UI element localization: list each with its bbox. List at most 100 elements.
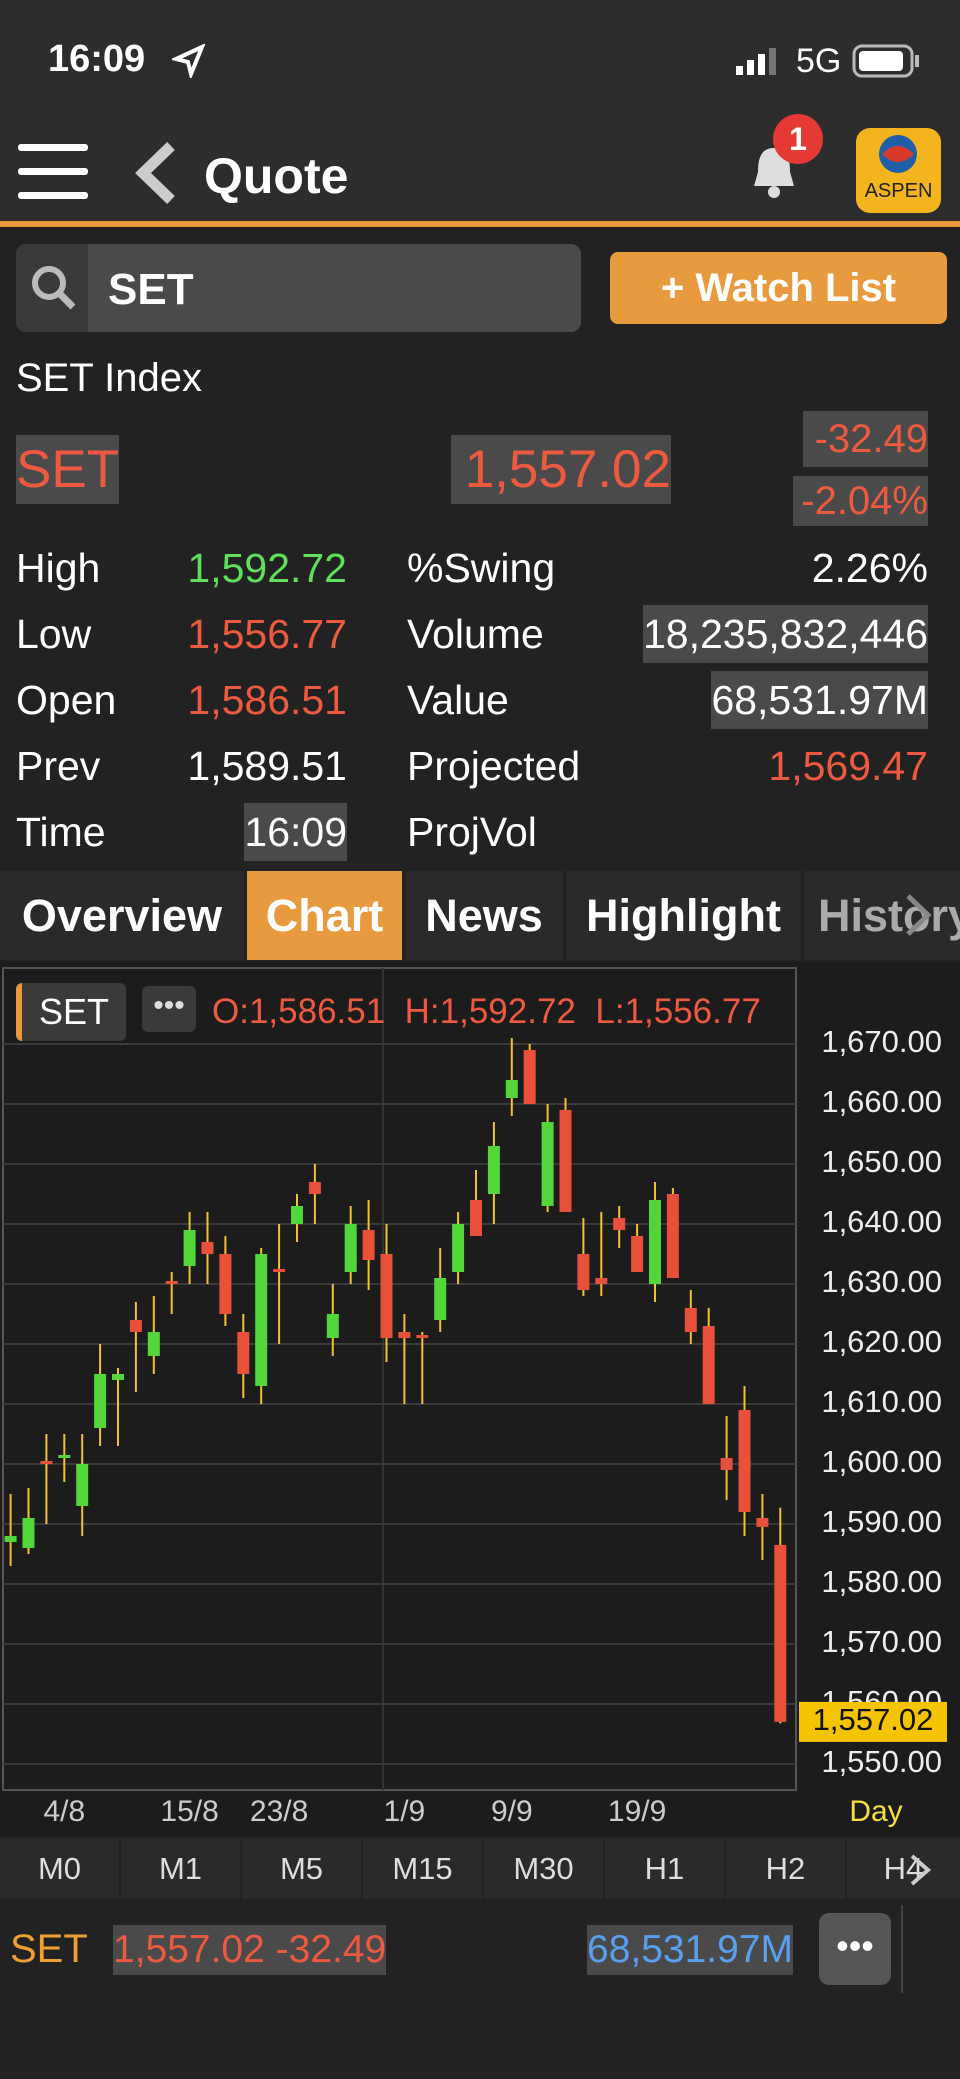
y-tick-label: 1,670.00	[821, 1024, 942, 1059]
tab[interactable]: Highlight	[566, 871, 801, 960]
candle-body	[219, 1254, 232, 1314]
candle-body	[595, 1278, 608, 1284]
candle-body	[4, 1536, 17, 1542]
clock: 16:09	[48, 38, 146, 80]
location-icon	[172, 44, 206, 78]
interval[interactable]: H4	[847, 1839, 960, 1899]
candle-body	[720, 1458, 733, 1470]
index-name: SET Index	[16, 356, 203, 400]
candle-body	[76, 1464, 89, 1506]
ticker-divider	[901, 1905, 903, 1993]
stat-label: High	[16, 545, 101, 591]
tab[interactable]: News	[405, 871, 563, 960]
change: -32.49	[802, 411, 928, 467]
battery-icon	[852, 44, 919, 78]
watch-list-button[interactable]: + Watch List	[610, 252, 947, 324]
interval[interactable]: M15	[363, 1839, 482, 1899]
last-price-box	[799, 1701, 947, 1742]
search-query: SET	[108, 265, 194, 314]
y-tick-label: 1,600.00	[821, 1444, 942, 1479]
intervals-more[interactable]	[906, 1852, 936, 1888]
stat-label: Time	[16, 809, 106, 855]
chart-menu[interactable]: •••	[142, 986, 196, 1032]
candle-body	[452, 1224, 465, 1272]
ticker-value: 68,531.97M	[587, 1925, 793, 1975]
period-label: Day	[849, 1795, 902, 1828]
menu-button[interactable]	[18, 142, 90, 202]
candle-body	[165, 1281, 178, 1284]
candle-body	[22, 1518, 35, 1548]
candle-body	[398, 1332, 411, 1338]
candle-body	[684, 1308, 697, 1332]
interval[interactable]: M0	[0, 1839, 119, 1899]
x-tick-label: 23/8	[250, 1795, 308, 1828]
tab[interactable]: History	[804, 871, 960, 960]
x-tick-label: 9/9	[491, 1795, 533, 1828]
logo-text: ASPEN	[864, 180, 933, 202]
stat-value: 1,586.51	[187, 677, 347, 723]
x-tick-label: 4/8	[43, 1795, 85, 1828]
candle-body	[649, 1200, 661, 1284]
search-box[interactable]	[16, 244, 581, 332]
symbol: SET	[16, 435, 120, 504]
candle-body	[112, 1374, 124, 1380]
tab-active[interactable]: Chart	[247, 871, 402, 960]
page-title: Quote	[204, 148, 349, 204]
ticker-menu[interactable]: •••	[819, 1913, 891, 1985]
ohlc-low: L:1,556.77	[595, 992, 761, 1031]
last-price: 1,557.02	[451, 435, 671, 504]
chart-symbol[interactable]: SET	[16, 983, 126, 1041]
y-tick-label: 1,580.00	[821, 1564, 942, 1599]
stat-value: 68,531.97M	[711, 671, 928, 729]
candle-body	[774, 1544, 787, 1722]
y-tick-label: 1,650.00	[821, 1144, 942, 1179]
stat-label: Low	[16, 611, 92, 657]
ohlc-open: O:1,586.51	[212, 992, 386, 1031]
candle-body	[40, 1461, 53, 1464]
candle-body	[273, 1269, 286, 1272]
stat-label: Volume	[407, 611, 544, 657]
interval[interactable]: M30	[484, 1839, 603, 1899]
x-tick-label: 15/8	[160, 1795, 218, 1828]
tab[interactable]: Overview	[0, 871, 244, 960]
stat-label: Projected	[407, 743, 581, 789]
ohlc-high: H:1,592.72	[404, 992, 576, 1031]
candle-body	[577, 1254, 590, 1290]
logo-globe	[879, 135, 917, 173]
candle-body	[702, 1326, 715, 1404]
candle-body	[344, 1224, 357, 1272]
stat-label: %Swing	[407, 545, 556, 591]
candle-body	[666, 1194, 679, 1278]
chart-background	[0, 962, 960, 1836]
candle-body	[487, 1146, 500, 1194]
interval[interactable]: H2	[726, 1839, 845, 1899]
y-tick-label: 1,590.00	[821, 1504, 942, 1539]
plot-border	[2, 967, 797, 1791]
candle-body	[756, 1518, 769, 1527]
candle-body	[255, 1254, 268, 1386]
back-button[interactable]	[135, 142, 179, 204]
candle-body	[237, 1332, 250, 1374]
candle-body	[308, 1182, 321, 1194]
network: 5G	[796, 42, 842, 80]
stat-value: 1,592.72	[187, 545, 347, 591]
change-percent: -2.04%	[793, 476, 928, 526]
search-icon	[32, 266, 76, 310]
interval[interactable]: M1	[121, 1839, 240, 1899]
candle-body	[738, 1410, 751, 1512]
x-tick-label: 1/9	[384, 1795, 426, 1828]
candle-body	[505, 1080, 518, 1098]
interval[interactable]: H1	[605, 1839, 724, 1899]
stat-value: 2.26%	[811, 545, 928, 591]
tabs-more[interactable]	[900, 890, 936, 940]
candle-body	[326, 1314, 339, 1338]
y-tick-label: 1,660.00	[821, 1084, 942, 1119]
signal-icon	[736, 48, 776, 75]
candle-body	[631, 1236, 644, 1272]
interval[interactable]: M5	[242, 1839, 361, 1899]
candle-body	[470, 1200, 482, 1236]
y-tick-label: 1,640.00	[821, 1204, 942, 1239]
stat-value: 1,589.51	[187, 743, 347, 789]
ticker-symbol: SET	[10, 1927, 88, 1971]
nav-divider	[0, 221, 960, 227]
